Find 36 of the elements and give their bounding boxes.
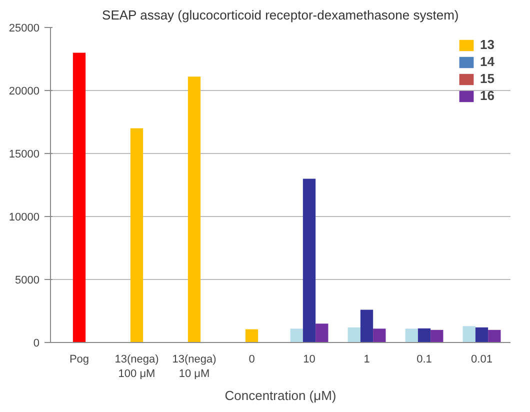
bar [462,326,476,342]
bar [290,328,303,342]
legend-label: 14 [480,54,496,69]
x-tick-label: 13(nega) 100 μM [114,354,159,380]
legend-label: 13 [480,37,496,52]
bar [302,178,316,342]
x-tick-label: Pog [69,354,90,366]
x-tick-label: 0.1 [416,354,432,366]
legend-label: 16 [480,88,496,103]
y-tick-label: 0 [33,338,40,350]
y-tick-label: 5000 [15,274,40,286]
bar [72,52,86,342]
bar [418,328,431,342]
y-tick-label: 10000 [8,212,40,224]
x-tick-label: 10 [303,354,316,366]
x-axis-title: Concentration (μM) [224,388,336,403]
y-tick-label: 25000 [8,22,40,34]
x-tick-label: 1 [364,354,370,366]
bar [316,324,328,342]
x-tick-label: 0.01 [471,354,492,366]
bar [430,330,444,342]
bar [245,329,258,342]
bar [130,128,144,342]
y-tick-label: 15000 [8,148,40,160]
legend-label: 15 [480,71,496,86]
x-tick-label: 0 [248,354,255,366]
bar [373,328,386,342]
bar [188,76,201,342]
bar [360,310,374,342]
bar [475,327,488,342]
y-tick-label: 20000 [8,86,40,98]
bar [405,328,418,342]
x-tick-label: 13(nega) 10 μM [172,354,216,380]
bar [488,330,501,342]
chart-title: SEAP assay (glucocorticoid receptor-dexamethasone system) [102,8,459,22]
bar [348,327,360,342]
